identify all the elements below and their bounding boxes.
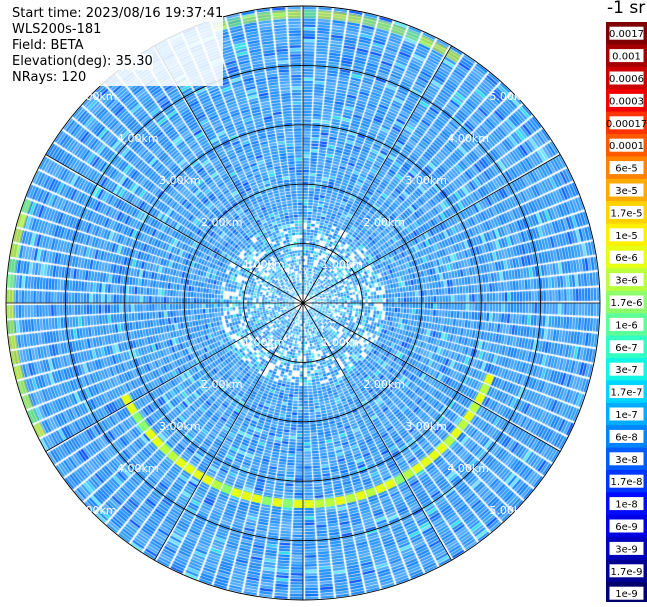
colorbar-tick-label: 3e-6 <box>615 276 638 287</box>
range-ring-label: 3.00km <box>405 420 447 433</box>
colorbar-tick-label: 1e-5 <box>615 231 638 242</box>
colorbar-tick-label: 3e-9 <box>615 544 638 555</box>
start-time-label: Start time: 2023/08/16 19:37:41 <box>12 6 224 22</box>
colorbar-tick-box <box>609 250 644 264</box>
colorbar-tick-label: 1.7e-5 <box>610 208 642 219</box>
azimuth-spoke <box>45 154 304 304</box>
field-label: Field: BETA <box>12 38 84 54</box>
colorbar: 0.0017 0.001 0.0006 0.0003 0.00017 0.0001 6e-5… <box>606 22 647 602</box>
range-ring-label: 2.00km <box>201 216 243 229</box>
colorbar-tick-label: 1.7e-9 <box>610 567 642 578</box>
colorbar-tick-box <box>609 340 644 354</box>
colorbar-tick-label: 1e-6 <box>615 320 638 331</box>
colorbar-title: -1 sr <box>607 0 646 18</box>
colorbar-tick-box <box>609 519 644 533</box>
range-ring-label: 1.00km <box>243 336 285 349</box>
colorbar-tick-label: 6e-5 <box>615 164 638 175</box>
range-ring-label: 2.00km <box>363 378 405 391</box>
colorbar-tick-label: 6e-8 <box>615 432 638 443</box>
colorbar-tick-label: 1e-9 <box>615 589 638 600</box>
range-ring-label: 2.00km <box>201 378 243 391</box>
colorbar-tick-box <box>609 452 644 466</box>
azimuth-spoke <box>302 154 561 304</box>
colorbar-tick-label: 0.0006 <box>609 74 644 85</box>
colorbar-tick-box <box>609 407 644 421</box>
colorbar-tick-box <box>609 138 644 152</box>
colorbar-tick-box <box>609 93 644 107</box>
range-ring-label: 3.00km <box>405 174 447 187</box>
range-ring-label: 4.00km <box>447 132 489 145</box>
colorbar-tick-label: 0.0001 <box>609 141 644 152</box>
colorbar-tick-label: 1.7e-6 <box>610 298 642 309</box>
colorbar-tick-box <box>609 161 644 175</box>
colorbar-tick-box <box>609 474 644 488</box>
colorbar-tick-box <box>609 49 644 63</box>
range-ring-label: 1.00km <box>243 258 285 271</box>
colorbar-tick-box <box>609 497 644 511</box>
range-ring-label: 5.00km <box>75 90 117 103</box>
range-ring-label: 3.00km <box>159 420 201 433</box>
colorbar-tick-label: 0.0017 <box>609 29 644 40</box>
colorbar-tick-box <box>609 317 644 331</box>
colorbar-tick-label: 3e-7 <box>615 365 638 376</box>
azimuth-spoke <box>302 302 452 561</box>
nrays-label: NRays: 120 <box>12 70 87 86</box>
colorbar-tick-box <box>609 228 644 242</box>
azimuth-spoke <box>154 45 304 304</box>
colorbar-tick-box <box>609 71 644 85</box>
range-ring-label: 5.00km <box>75 504 117 517</box>
colorbar-tick-box <box>609 385 644 399</box>
colorbar-tick-label: 1.7e-8 <box>610 477 642 488</box>
range-ring-label: 1.00km <box>321 336 363 349</box>
colorbar-tick-label: 1e-8 <box>615 500 638 511</box>
colorbar-tick-label: 0.0003 <box>609 96 644 107</box>
colorbar-tick-box <box>609 26 644 40</box>
colorbar-tick-box <box>609 183 644 197</box>
range-ring-label: 4.00km <box>117 462 159 475</box>
range-ring-label: 4.00km <box>117 132 159 145</box>
colorbar-tick-box <box>609 541 644 555</box>
azimuth-spoke <box>45 302 304 452</box>
scan-info: Start time: 2023/08/16 19:37:41 WLS200s-… <box>12 6 224 86</box>
colorbar-tick-label: 3e-5 <box>615 186 638 197</box>
azimuth-spoke <box>154 302 304 561</box>
colorbar-tick-box <box>609 429 644 443</box>
range-ring-label: 5.00km <box>489 90 531 103</box>
range-ring-label: 1.00km <box>321 258 363 271</box>
elevation-label: Elevation(deg): 35.30 <box>12 54 153 70</box>
range-ring-label: 2.00km <box>363 216 405 229</box>
colorbar-tick-box <box>609 295 644 309</box>
colorbar-tick-label: 0.001 <box>612 52 641 63</box>
colorbar-tick-label: 3e-8 <box>615 455 638 466</box>
instrument-label: WLS200s-181 <box>12 22 102 38</box>
colorbar-tick-box <box>609 586 644 600</box>
azimuth-spoke <box>302 45 452 304</box>
azimuth-spoke <box>302 302 561 452</box>
range-ring-label: 5.00km <box>489 504 531 517</box>
colorbar-tick-box <box>609 564 644 578</box>
colorbar-tick-label: 6e-9 <box>615 522 638 533</box>
colorbar-tick-label: 1.7e-7 <box>610 388 642 399</box>
colorbar-tick-box <box>609 273 644 287</box>
colorbar-tick-label: 6e-7 <box>615 343 638 354</box>
colorbar-tick-label: 0.00017 <box>606 119 647 130</box>
range-ring-label: 4.00km <box>447 462 489 475</box>
range-ring-label: 3.00km <box>159 174 201 187</box>
colorbar-tick-box <box>609 116 644 130</box>
colorbar-tick-box <box>609 362 644 376</box>
colorbar-tick-label: 1e-7 <box>615 410 638 421</box>
colorbar-tick-label: 6e-6 <box>615 253 638 264</box>
colorbar-tick-box <box>609 205 644 219</box>
